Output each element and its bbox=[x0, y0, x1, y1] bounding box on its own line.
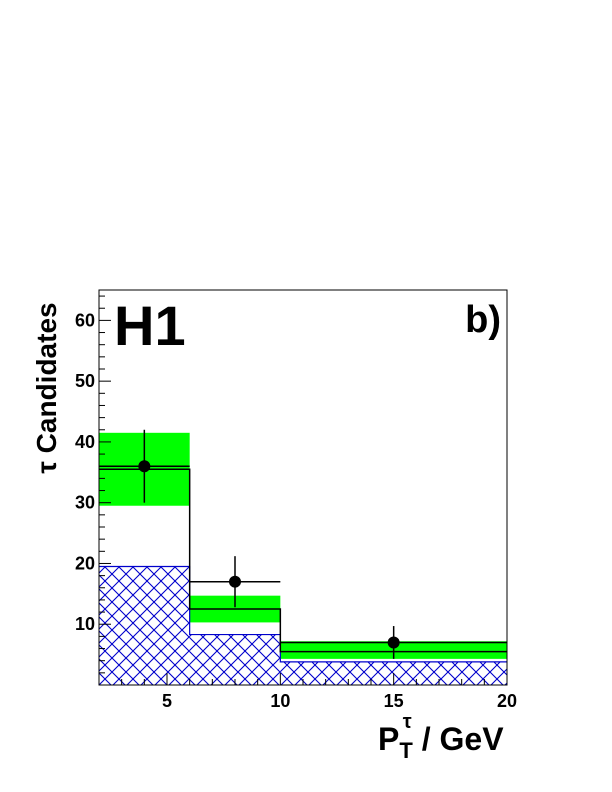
experiment-label: H1 bbox=[114, 294, 186, 357]
background-bar-bin-1 bbox=[99, 566, 190, 685]
y-axis-ticks: 10 20 30 40 50 60 bbox=[75, 295, 111, 674]
data-point-3 bbox=[387, 636, 400, 649]
x-tick-label: 10 bbox=[270, 691, 290, 711]
x-axis-ticks: 5 10 15 20 bbox=[98, 673, 517, 711]
background-histogram bbox=[99, 565, 507, 685]
x-axis-title-main: P bbox=[378, 721, 399, 757]
prediction-line bbox=[99, 468, 507, 653]
prediction-histogram bbox=[99, 468, 507, 653]
y-tick-label: 50 bbox=[75, 371, 95, 391]
y-axis-title-symbol: τ bbox=[31, 461, 62, 474]
y-axis-title: τ Candidates bbox=[31, 302, 62, 473]
background-outline bbox=[99, 565, 507, 663]
x-axis-title-superscript: τ bbox=[403, 711, 412, 733]
data-point-2 bbox=[229, 575, 241, 588]
x-tick-label: 15 bbox=[384, 691, 404, 711]
y-tick-label: 60 bbox=[75, 310, 95, 330]
data-point-1 bbox=[138, 460, 151, 473]
x-tick-label: 20 bbox=[497, 691, 517, 711]
x-axis-title-subscript: T bbox=[399, 738, 413, 763]
y-tick-label: 20 bbox=[75, 553, 95, 573]
background-bar-bin-2 bbox=[189, 634, 281, 685]
data-points bbox=[99, 429, 507, 659]
panel-label: b) bbox=[465, 299, 501, 341]
x-axis-title: PTτ / GeV bbox=[378, 711, 504, 763]
y-axis-title-text: Candidates bbox=[31, 302, 62, 453]
x-tick-label: 5 bbox=[162, 691, 172, 711]
y-tick-label: 10 bbox=[75, 614, 95, 634]
y-tick-label: 30 bbox=[75, 493, 95, 513]
y-tick-label: 40 bbox=[75, 432, 95, 452]
x-axis-title-unit: / GeV bbox=[422, 721, 504, 757]
